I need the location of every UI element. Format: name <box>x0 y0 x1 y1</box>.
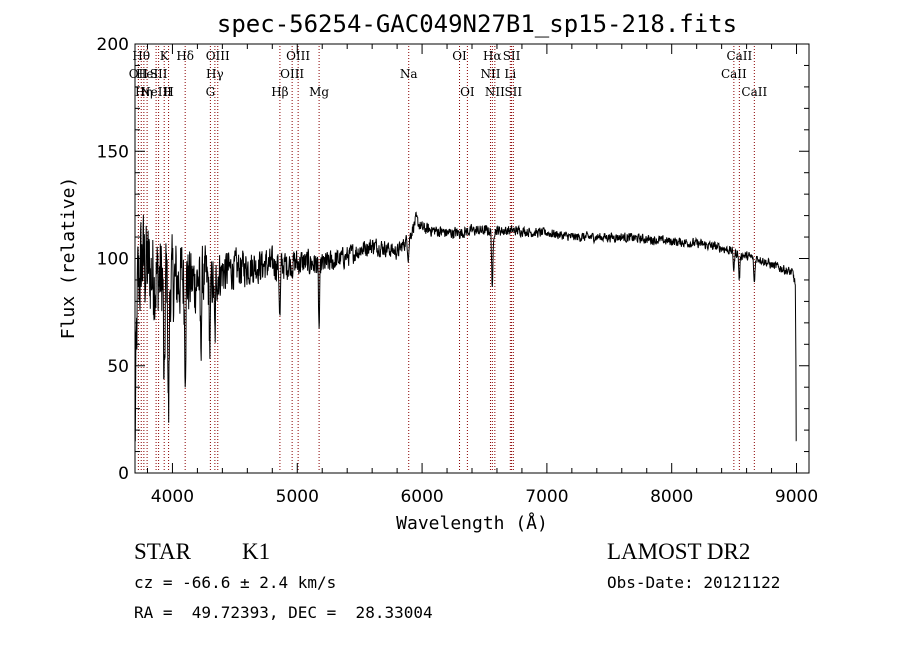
y-tick-label: 0 <box>118 464 129 484</box>
x-tick-label: 7000 <box>525 487 568 507</box>
x-tick-label: 9000 <box>775 487 818 507</box>
coordinates-text: RA = 49.72393, DEC = 28.33004 <box>134 603 433 622</box>
line-marker-labels: OII Hθ Hη HeI NeIII SII K H Hδ G Hγ OIII Hβ OIII OIII M… <box>129 49 768 99</box>
chart-title: spec-56254-GAC049N27B1_sp15-218.fits <box>217 10 737 38</box>
x-tick-label: 6000 <box>400 487 443 507</box>
line-marker-label: OIII <box>280 67 304 81</box>
line-marker-label: SII <box>150 67 168 81</box>
x-axis: 4000 5000 6000 7000 8000 9000 <box>146 44 818 507</box>
line-marker-label: Hη <box>135 85 153 99</box>
observation-date: Obs-Date: 20121122 <box>607 573 781 592</box>
line-marker-label: CaII <box>726 49 752 63</box>
plot-frame <box>134 43 810 474</box>
x-tick-label: 4000 <box>151 487 194 507</box>
line-marker-label: K <box>160 49 170 63</box>
object-class: STAR <box>134 539 191 564</box>
line-marker-label: SII <box>504 85 522 99</box>
line-marker-label: Hγ <box>206 67 224 81</box>
line-marker-label: Mg <box>309 85 329 99</box>
y-axis: 0 50 100 150 200 <box>97 35 809 484</box>
redshift-text: cz = -66.6 ± 2.4 km/s <box>134 573 337 592</box>
survey-label: LAMOST DR2 <box>607 539 751 564</box>
line-marker-label: H <box>163 85 173 99</box>
line-marker-label: CaII <box>741 85 767 99</box>
line-markers <box>137 46 755 472</box>
x-tick-label: 5000 <box>276 487 319 507</box>
y-tick-label: 100 <box>97 250 129 270</box>
y-tick-label: 150 <box>97 142 129 162</box>
line-marker-label: OI <box>460 85 475 99</box>
line-marker-label: OI <box>452 49 467 63</box>
line-marker-label: NII <box>480 67 500 81</box>
line-marker-label: Hβ <box>271 85 288 99</box>
line-marker-label: NII <box>485 85 505 99</box>
x-tick-label: 8000 <box>650 487 693 507</box>
object-subclass: K1 <box>242 539 271 564</box>
x-axis-label: Wavelength (Å) <box>396 512 548 534</box>
y-tick-label: 50 <box>107 357 129 377</box>
line-marker-label: Hθ <box>132 49 150 63</box>
line-marker-label: Li <box>504 67 516 81</box>
line-marker-label: OIII <box>206 49 230 63</box>
line-marker-label: NeIII <box>140 85 172 99</box>
line-marker-label: HeI <box>136 67 159 81</box>
line-marker-label: G <box>206 85 216 99</box>
y-tick-label: 200 <box>97 35 129 55</box>
line-marker-label: Hα <box>483 49 502 63</box>
line-marker-label: CaII <box>721 67 747 81</box>
line-marker-label: OIII <box>286 49 310 63</box>
line-marker-label: Na <box>400 67 418 81</box>
line-marker-label: OII <box>129 67 149 81</box>
line-marker-label: Hδ <box>176 49 194 63</box>
y-axis-label: Flux (relative) <box>58 177 79 340</box>
line-marker-label: SII <box>503 49 521 63</box>
spectrum-line <box>134 211 797 442</box>
